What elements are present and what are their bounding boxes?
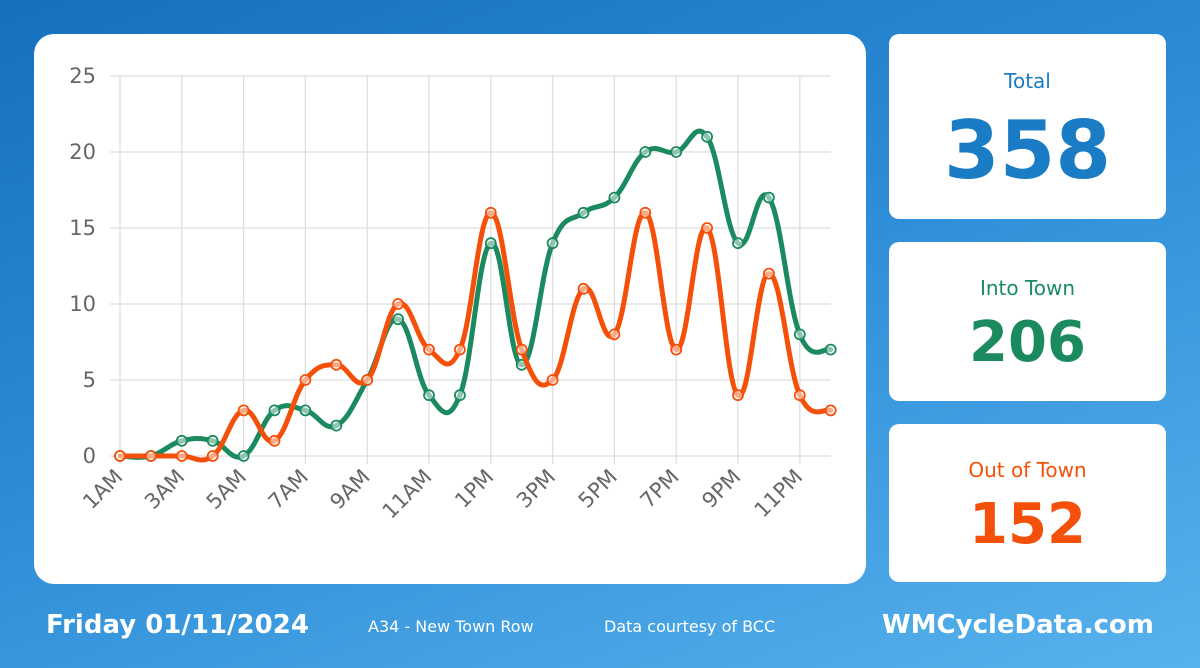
out-of-town-data-point: [515, 343, 528, 356]
into-town-data-point: [484, 237, 497, 250]
x-tick-label: 9AM: [325, 465, 374, 514]
into-town-label: Into Town: [979, 276, 1076, 300]
out-of-town-data-point: [824, 404, 837, 417]
out-of-town-data-point: [114, 450, 126, 462]
out-of-town-data-point: [453, 343, 466, 356]
x-tick-label: 5AM: [202, 465, 251, 514]
out-of-town-data-point: [670, 343, 683, 356]
x-tick-label: 7PM: [636, 465, 684, 513]
chart-card: 0 5 10 15 20 25 1AM 3AM 5AM 7AM 9AM 11AM 1PM 3PM 5PM 7P…: [34, 34, 866, 584]
x-tick-label: 1AM: [78, 465, 127, 514]
y-tick-label: 15: [69, 216, 96, 240]
footer-date: Friday 01/11/2024: [46, 610, 309, 640]
into-town-data-point: [268, 404, 281, 417]
out-of-town-data-point: [793, 389, 806, 402]
out-of-town-data-point: [361, 374, 374, 386]
y-tick-label: 5: [83, 368, 96, 392]
total-value: 358: [944, 104, 1111, 197]
into-town-data-point: [299, 404, 312, 417]
into-town-series-line: [117, 128, 834, 460]
into-town-data-point: [237, 450, 250, 462]
out-of-town-data-point: [206, 450, 219, 462]
out-of-town-stat-card: Out of Town 152: [889, 424, 1166, 582]
into-town-data-point: [701, 130, 713, 143]
into-town-data-point: [423, 389, 435, 402]
x-tick-label: 11PM: [750, 465, 808, 523]
out-of-town-data-point: [268, 434, 281, 447]
out-of-town-data-point: [237, 404, 250, 417]
out-of-town-data-point: [392, 298, 405, 310]
out-of-town-data-point: [423, 343, 435, 356]
x-tick-label: 3PM: [512, 465, 560, 513]
out-of-town-data-point: [608, 328, 621, 341]
footer-site-link[interactable]: WMCycleData.com: [882, 610, 1154, 640]
out-of-town-data-point: [546, 374, 559, 386]
into-town-data-point: [732, 237, 744, 250]
x-tick-label: 7AM: [264, 465, 313, 514]
into-town-data-point: [670, 146, 683, 158]
total-label: Total: [1004, 69, 1051, 93]
footer-location: A34 - New Town Row: [368, 617, 534, 636]
hourly-count-line-chart: 0 5 10 15 20 25 1AM 3AM 5AM 7AM 9AM 11AM 1PM 3PM 5PM 7P…: [69, 64, 837, 524]
out-of-town-data-point: [577, 282, 590, 295]
into-town-data-point: [793, 328, 806, 341]
out-of-town-series-line: [117, 210, 834, 463]
into-town-data-point: [608, 191, 621, 204]
out-of-town-data-point: [330, 358, 343, 371]
into-town-data-point: [639, 146, 652, 158]
into-town-data-point: [206, 434, 219, 447]
into-town-value: 206: [969, 310, 1086, 375]
into-town-data-point: [763, 191, 775, 204]
into-town-data-point: [546, 237, 559, 250]
into-town-stat-card: Into Town 206: [889, 242, 1166, 401]
out-of-town-data-point: [701, 222, 713, 234]
out-of-town-data-point: [763, 267, 775, 280]
x-tick-label: 11AM: [378, 465, 437, 524]
x-tick-label: 3AM: [140, 465, 189, 514]
out-of-town-data-point: [299, 374, 312, 386]
out-of-town-data-point: [145, 450, 157, 462]
out-of-town-data-point: [175, 450, 188, 462]
y-tick-label: 0: [83, 444, 96, 468]
out-of-town-label: Out of Town: [968, 458, 1087, 482]
x-tick-label: 1PM: [450, 465, 498, 513]
out-of-town-data-point: [484, 206, 497, 219]
x-tick-label: 5PM: [574, 465, 622, 513]
into-town-data-point: [175, 434, 188, 447]
into-town-data-point: [577, 206, 590, 219]
x-tick-label: 9PM: [697, 465, 745, 513]
into-town-data-point: [453, 389, 466, 402]
out-of-town-data-point: [732, 389, 744, 402]
into-town-data-point: [392, 313, 405, 326]
y-tick-label: 10: [69, 292, 96, 316]
total-stat-card: Total 358: [889, 34, 1166, 219]
into-town-data-point: [824, 343, 837, 356]
y-tick-label: 25: [69, 64, 96, 88]
out-of-town-data-point: [639, 206, 652, 219]
into-town-data-point: [330, 419, 343, 432]
out-of-town-value: 152: [969, 492, 1086, 557]
footer-credit: Data courtesy of BCC: [604, 617, 776, 636]
y-tick-label: 20: [69, 140, 96, 164]
